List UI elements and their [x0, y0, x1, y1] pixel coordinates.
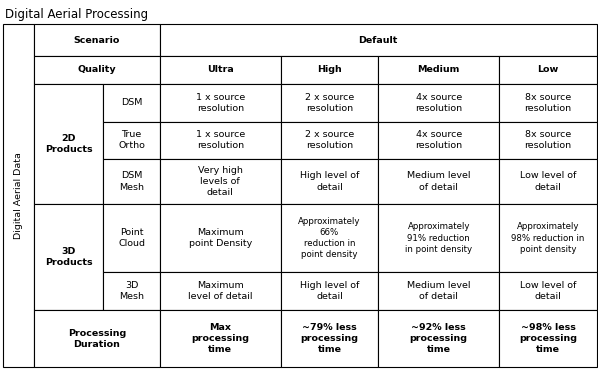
- Text: 1 x source
resolution: 1 x source resolution: [196, 131, 245, 150]
- Text: Medium: Medium: [417, 65, 460, 74]
- Bar: [499, 159, 597, 204]
- Text: Digital Aerial Processing: Digital Aerial Processing: [5, 8, 148, 21]
- Text: Very high
levels of
detail: Very high levels of detail: [198, 166, 243, 197]
- Text: High level of
detail: High level of detail: [300, 281, 359, 301]
- Text: Approximately
98% reduction in
point density: Approximately 98% reduction in point den…: [511, 223, 585, 254]
- Text: Low: Low: [538, 65, 559, 74]
- Bar: [34, 24, 160, 56]
- Text: Approximately
91% reduction
in point density: Approximately 91% reduction in point den…: [405, 223, 472, 254]
- Bar: [280, 56, 379, 84]
- Text: DSM
Mesh: DSM Mesh: [119, 171, 144, 191]
- Text: True
Ortho: True Ortho: [118, 131, 145, 150]
- Text: High level of
detail: High level of detail: [300, 171, 359, 191]
- Text: 2 x source
resolution: 2 x source resolution: [305, 131, 354, 150]
- Text: Medium level
of detail: Medium level of detail: [407, 171, 471, 191]
- Bar: [103, 204, 160, 272]
- Bar: [160, 84, 280, 122]
- Bar: [34, 310, 160, 367]
- Text: Ultra: Ultra: [207, 65, 234, 74]
- Bar: [379, 56, 499, 84]
- Bar: [160, 204, 280, 272]
- Text: 4x source
resolution: 4x source resolution: [415, 131, 462, 150]
- Bar: [34, 84, 103, 204]
- Bar: [379, 310, 499, 367]
- Bar: [160, 272, 280, 310]
- Bar: [160, 122, 280, 159]
- Bar: [280, 122, 379, 159]
- Text: 3D
Products: 3D Products: [45, 247, 92, 267]
- Text: Quality: Quality: [78, 65, 116, 74]
- Text: High: High: [317, 65, 342, 74]
- Bar: [280, 84, 379, 122]
- Bar: [103, 159, 160, 204]
- Text: ~92% less
processing
time: ~92% less processing time: [410, 323, 468, 354]
- Text: Medium level
of detail: Medium level of detail: [407, 281, 471, 301]
- Text: Low level of
detail: Low level of detail: [520, 171, 576, 191]
- Text: 8x source
resolution: 8x source resolution: [524, 131, 572, 150]
- Text: 2D
Products: 2D Products: [45, 134, 92, 154]
- Bar: [103, 122, 160, 159]
- Bar: [379, 272, 499, 310]
- Bar: [499, 56, 597, 84]
- Text: Approximately
66%
reduction in
point density: Approximately 66% reduction in point den…: [298, 217, 361, 259]
- Text: ~98% less
processing
time: ~98% less processing time: [519, 323, 577, 354]
- Text: 4x source
resolution: 4x source resolution: [415, 93, 462, 113]
- Bar: [499, 272, 597, 310]
- Text: Scenario: Scenario: [74, 36, 120, 45]
- Bar: [280, 272, 379, 310]
- Bar: [34, 56, 160, 84]
- Bar: [499, 122, 597, 159]
- Text: ~79% less
processing
time: ~79% less processing time: [300, 323, 358, 354]
- Text: Maximum
level of detail: Maximum level of detail: [188, 281, 252, 301]
- Text: 2 x source
resolution: 2 x source resolution: [305, 93, 354, 113]
- Text: DSM: DSM: [121, 98, 142, 107]
- Bar: [160, 24, 597, 56]
- Text: Max
processing
time: Max processing time: [191, 323, 249, 354]
- Bar: [34, 204, 103, 310]
- Text: 1 x source
resolution: 1 x source resolution: [196, 93, 245, 113]
- Bar: [3, 24, 34, 367]
- Text: Maximum
point Density: Maximum point Density: [188, 228, 252, 248]
- Bar: [499, 310, 597, 367]
- Bar: [499, 204, 597, 272]
- Bar: [103, 84, 160, 122]
- Bar: [280, 204, 379, 272]
- Bar: [499, 84, 597, 122]
- Bar: [379, 159, 499, 204]
- Bar: [280, 310, 379, 367]
- Bar: [160, 56, 280, 84]
- Bar: [379, 122, 499, 159]
- Text: Default: Default: [359, 36, 398, 45]
- Bar: [103, 272, 160, 310]
- Bar: [379, 204, 499, 272]
- Text: Low level of
detail: Low level of detail: [520, 281, 576, 301]
- Text: 3D
Mesh: 3D Mesh: [119, 281, 144, 301]
- Bar: [280, 159, 379, 204]
- Text: Digital Aerial Data: Digital Aerial Data: [14, 152, 23, 239]
- Text: Point
Cloud: Point Cloud: [118, 228, 145, 248]
- Bar: [160, 310, 280, 367]
- Text: Processing
Duration: Processing Duration: [68, 329, 126, 349]
- Bar: [160, 159, 280, 204]
- Text: 8x source
resolution: 8x source resolution: [524, 93, 572, 113]
- Bar: [379, 84, 499, 122]
